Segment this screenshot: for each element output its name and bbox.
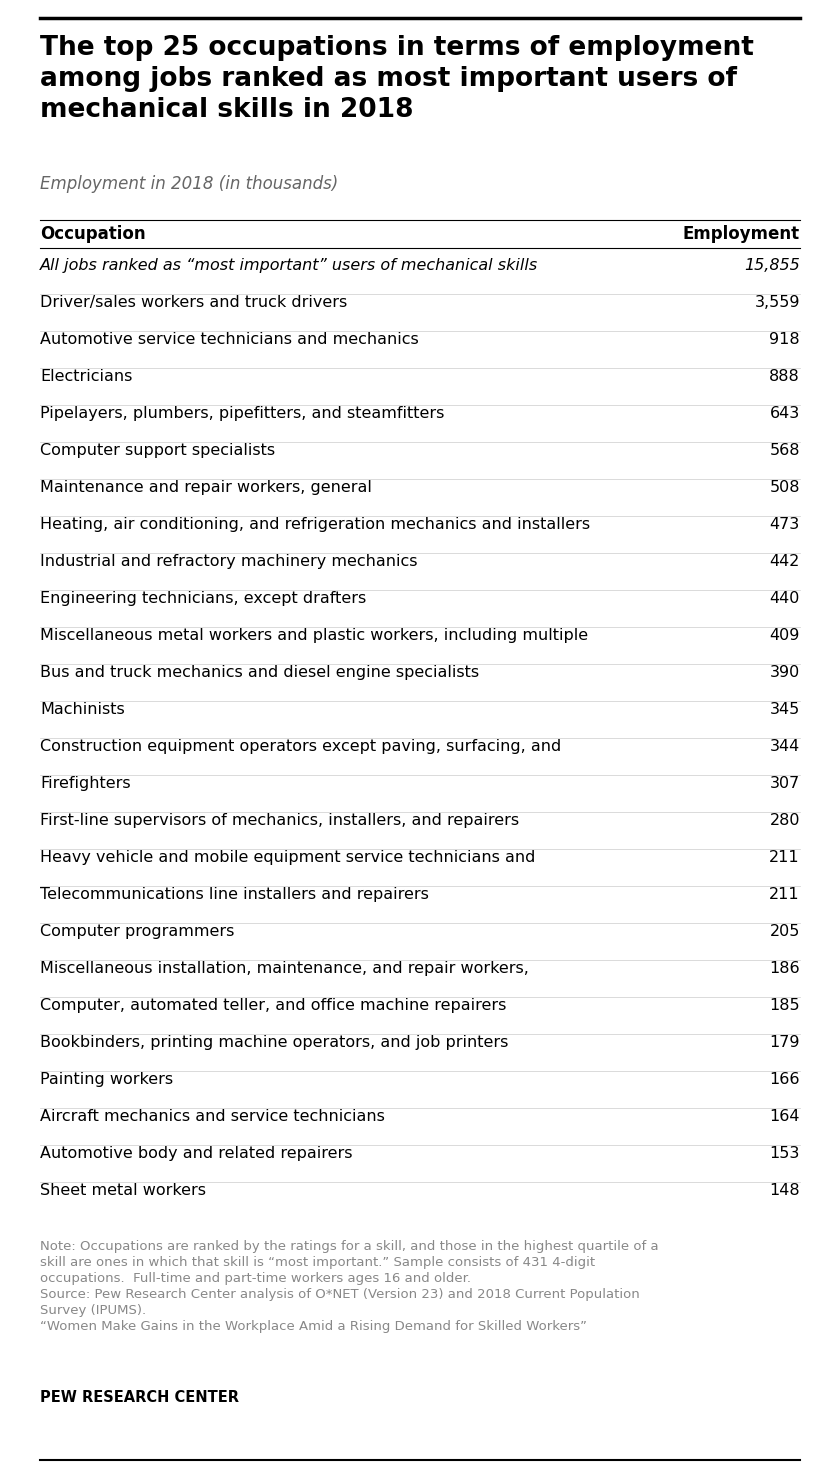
Text: 179: 179 (769, 1035, 800, 1049)
Text: 440: 440 (769, 591, 800, 605)
Text: 211: 211 (769, 887, 800, 901)
Text: 307: 307 (769, 776, 800, 790)
Text: 185: 185 (769, 998, 800, 1012)
Text: Aircraft mechanics and service technicians: Aircraft mechanics and service technicia… (40, 1109, 385, 1123)
Text: 3,559: 3,559 (754, 295, 800, 309)
Text: 473: 473 (769, 517, 800, 531)
Text: Computer, automated teller, and office machine repairers: Computer, automated teller, and office m… (40, 998, 507, 1012)
Text: 918: 918 (769, 332, 800, 346)
Text: 442: 442 (769, 554, 800, 568)
Text: Engineering technicians, except drafters: Engineering technicians, except drafters (40, 591, 366, 605)
Text: The top 25 occupations in terms of employment
among jobs ranked as most importan: The top 25 occupations in terms of emplo… (40, 36, 753, 123)
Text: 643: 643 (769, 406, 800, 420)
Text: Computer programmers: Computer programmers (40, 924, 234, 938)
Text: Industrial and refractory machinery mechanics: Industrial and refractory machinery mech… (40, 554, 417, 568)
Text: skill are ones in which that skill is “most important.” Sample consists of 431 4: skill are ones in which that skill is “m… (40, 1257, 595, 1268)
Text: Miscellaneous metal workers and plastic workers, including multiple: Miscellaneous metal workers and plastic … (40, 628, 588, 642)
Text: Automotive service technicians and mechanics: Automotive service technicians and mecha… (40, 332, 419, 346)
Text: 186: 186 (769, 961, 800, 975)
Text: Employment: Employment (683, 225, 800, 243)
Text: 148: 148 (769, 1183, 800, 1197)
Text: Pipelayers, plumbers, pipefitters, and steamfitters: Pipelayers, plumbers, pipefitters, and s… (40, 406, 444, 420)
Text: occupations.  Full-time and part-time workers ages 16 and older.: occupations. Full-time and part-time wor… (40, 1271, 471, 1285)
Text: PEW RESEARCH CENTER: PEW RESEARCH CENTER (40, 1390, 239, 1405)
Text: Heavy vehicle and mobile equipment service technicians and: Heavy vehicle and mobile equipment servi… (40, 850, 535, 864)
Text: Firefighters: Firefighters (40, 776, 131, 790)
Text: Miscellaneous installation, maintenance, and repair workers,: Miscellaneous installation, maintenance,… (40, 961, 529, 975)
Text: 211: 211 (769, 850, 800, 864)
Text: Note: Occupations are ranked by the ratings for a skill, and those in the highes: Note: Occupations are ranked by the rati… (40, 1240, 659, 1254)
Text: 280: 280 (769, 813, 800, 827)
Text: Automotive body and related repairers: Automotive body and related repairers (40, 1146, 353, 1160)
Text: Heating, air conditioning, and refrigeration mechanics and installers: Heating, air conditioning, and refrigera… (40, 517, 591, 531)
Text: 164: 164 (769, 1109, 800, 1123)
Text: 508: 508 (769, 480, 800, 494)
Text: Maintenance and repair workers, general: Maintenance and repair workers, general (40, 480, 372, 494)
Text: Employment in 2018 (in thousands): Employment in 2018 (in thousands) (40, 175, 339, 192)
Text: Driver/sales workers and truck drivers: Driver/sales workers and truck drivers (40, 295, 347, 309)
Text: Construction equipment operators except paving, surfacing, and: Construction equipment operators except … (40, 739, 561, 753)
Text: “Women Make Gains in the Workplace Amid a Rising Demand for Skilled Workers”: “Women Make Gains in the Workplace Amid … (40, 1320, 587, 1333)
Text: Electricians: Electricians (40, 369, 133, 383)
Text: 166: 166 (769, 1072, 800, 1086)
Text: 409: 409 (769, 628, 800, 642)
Text: 153: 153 (769, 1146, 800, 1160)
Text: Sheet metal workers: Sheet metal workers (40, 1183, 206, 1197)
Text: Bus and truck mechanics and diesel engine specialists: Bus and truck mechanics and diesel engin… (40, 665, 479, 679)
Text: Machinists: Machinists (40, 702, 125, 716)
Text: 205: 205 (769, 924, 800, 938)
Text: Occupation: Occupation (40, 225, 145, 243)
Text: 568: 568 (769, 443, 800, 457)
Text: First-line supervisors of mechanics, installers, and repairers: First-line supervisors of mechanics, ins… (40, 813, 519, 827)
Text: 345: 345 (769, 702, 800, 716)
Text: Bookbinders, printing machine operators, and job printers: Bookbinders, printing machine operators,… (40, 1035, 508, 1049)
Text: Telecommunications line installers and repairers: Telecommunications line installers and r… (40, 887, 429, 901)
Text: 888: 888 (769, 369, 800, 383)
Text: 15,855: 15,855 (744, 258, 800, 272)
Text: Survey (IPUMS).: Survey (IPUMS). (40, 1304, 146, 1317)
Text: 344: 344 (769, 739, 800, 753)
Text: Source: Pew Research Center analysis of O*NET (Version 23) and 2018 Current Popu: Source: Pew Research Center analysis of … (40, 1288, 640, 1301)
Text: Computer support specialists: Computer support specialists (40, 443, 276, 457)
Text: Painting workers: Painting workers (40, 1072, 173, 1086)
Text: 390: 390 (769, 665, 800, 679)
Text: All jobs ranked as “most important” users of mechanical skills: All jobs ranked as “most important” user… (40, 258, 538, 272)
